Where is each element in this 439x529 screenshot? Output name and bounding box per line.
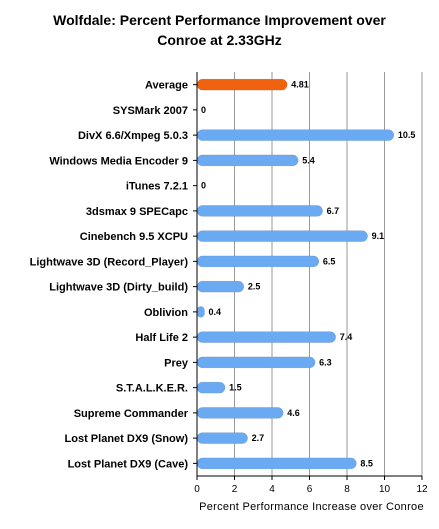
bar	[196, 154, 299, 167]
x-tick-label: 10	[379, 484, 391, 495]
value-label: 1.5	[229, 383, 242, 393]
value-label: 6.3	[319, 357, 332, 367]
category-label: Oblivion	[144, 307, 188, 319]
value-label: 0	[201, 181, 206, 191]
bar	[196, 407, 284, 419]
bar	[196, 306, 205, 318]
value-label: 0.4	[209, 307, 222, 317]
value-label: 4.6	[287, 408, 300, 418]
bar	[196, 381, 226, 394]
x-tick-label: 4	[269, 484, 275, 495]
category-label: Windows Media Encoder 9	[49, 155, 188, 167]
bar	[196, 457, 357, 470]
value-label: 0	[201, 105, 206, 115]
category-label: Half Life 2	[135, 332, 188, 344]
value-label: 9.1	[372, 231, 385, 241]
category-label: Lightwave 3D (Dirty_build)	[49, 282, 188, 294]
labels: 0 2 4 6 8 10 12 Average 4.81 SYSMark 2007 0 DivX 6.…	[30, 80, 428, 495]
bar	[196, 432, 248, 444]
bar	[196, 255, 320, 268]
category-label: 3dsmax 9 SPECapc	[86, 206, 188, 218]
x-tick-label: 6	[307, 484, 313, 495]
category-label: Prey	[164, 357, 189, 369]
category-label: DivX 6.6/Xmpeg 5.0.3	[78, 130, 188, 142]
x-tick-label: 2	[232, 484, 238, 495]
category-label: SYSMark 2007	[113, 105, 188, 117]
bar	[196, 356, 316, 369]
bar	[196, 331, 336, 343]
x-tick-label: 12	[416, 484, 428, 495]
value-label: 6.5	[323, 256, 336, 266]
category-label: S.T.A.L.K.E.R.	[116, 383, 188, 395]
axes	[193, 72, 423, 480]
category-label: Supreme Commander	[74, 408, 189, 420]
x-tick-label: 8	[344, 484, 350, 495]
x-tick-label: 0	[194, 484, 200, 495]
value-label: 2.7	[252, 433, 265, 443]
chart-title: Wolfdale: Percent Performance Improvemen…	[53, 12, 386, 48]
category-label: Lightwave 3D (Record_Player)	[30, 256, 189, 268]
value-label: 7.4	[340, 332, 353, 342]
bar	[196, 129, 395, 141]
bars	[196, 78, 395, 470]
x-axis-title: Percent Performance Increase over Conroe	[199, 501, 424, 513]
value-label: 10.5	[398, 130, 416, 140]
bar	[196, 78, 288, 91]
value-label: 2.5	[248, 282, 261, 292]
category-label: iTunes 7.2.1	[126, 181, 188, 193]
value-label: 4.81	[291, 80, 309, 90]
category-label: Lost Planet DX9 (Snow)	[65, 433, 189, 445]
value-label: 6.7	[327, 206, 340, 216]
category-label: Cinebench 9.5 XCPU	[80, 231, 188, 243]
bar	[196, 230, 368, 242]
category-label: Lost Planet DX9 (Cave)	[68, 458, 189, 470]
value-label: 8.5	[360, 458, 373, 468]
value-label: 5.4	[302, 155, 315, 165]
bar	[196, 280, 245, 293]
category-label: Average	[145, 80, 188, 92]
bar	[196, 205, 323, 217]
